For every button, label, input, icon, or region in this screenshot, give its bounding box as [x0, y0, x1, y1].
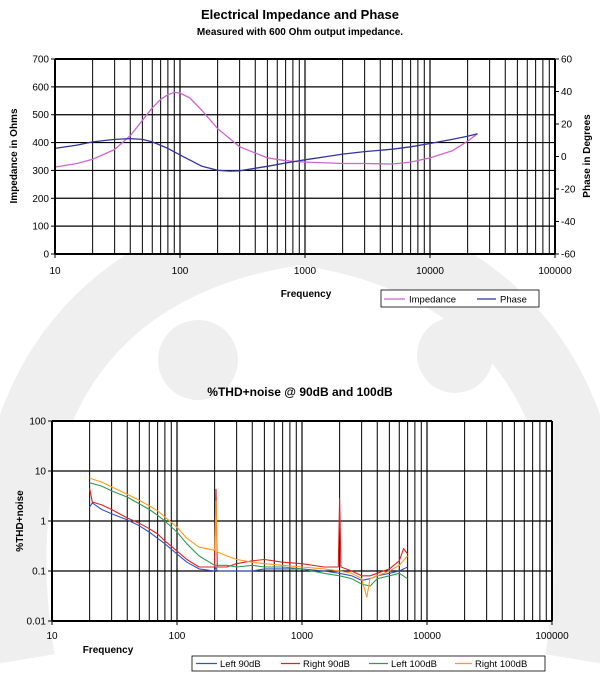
chart1-xlabel: Frequency	[281, 289, 332, 300]
y2-tick-label: 20	[561, 120, 573, 131]
y2-tick-label: 60	[561, 55, 573, 66]
y2-tick-label: -20	[561, 185, 576, 196]
chart1-series	[54, 91, 478, 172]
y2-tick-label: -40	[561, 217, 576, 228]
chart2-title: %THD+noise @ 90dB and 100dB	[207, 385, 393, 399]
thd-noise-chart: %THD+noise @ 90dB and 100dB 10 100 1000 100…	[15, 385, 570, 672]
chart2-series	[89, 477, 409, 598]
legend-impedance-label: Impedance	[409, 295, 456, 306]
impedance-phase-chart: Electrical Impedance and Phase Measured …	[9, 7, 593, 308]
x-tick-label: 1000	[294, 266, 317, 277]
y-tick-label: 10	[35, 467, 47, 478]
y2-tick-label: 40	[561, 87, 573, 98]
chart1-title: Electrical Impedance and Phase	[201, 7, 399, 22]
x-tick-label: 100	[169, 631, 186, 642]
y-tick-label: 700	[32, 55, 49, 66]
legend-right100-label: Right 100dB	[475, 659, 527, 670]
y-tick-label: 600	[32, 82, 49, 93]
y-tick-label: 200	[32, 194, 49, 205]
x-tick-label: 100	[172, 266, 189, 277]
x-tick-label: 100000	[538, 266, 572, 277]
y-tick-label: 400	[32, 138, 49, 149]
y-tick-label: 0.01	[27, 617, 47, 628]
y-tick-label: 1	[40, 517, 46, 528]
chart2-legend: Left 90dB Right 90dB Left 100dB Right 10…	[191, 655, 546, 672]
chart2-xlabel: Frequency	[83, 645, 134, 656]
y-tick-label: 500	[32, 110, 49, 121]
y-tick-label: 300	[32, 166, 49, 177]
series-line-impedance	[54, 91, 478, 168]
legend-left100-label: Left 100dB	[391, 659, 437, 670]
y-tick-label: 0.1	[32, 567, 46, 578]
legend-left90-label: Left 90dB	[220, 659, 261, 670]
chart2-ylabel: %THD+noise	[15, 490, 26, 552]
x-tick-label: 10	[46, 631, 58, 642]
x-tick-label: 1000	[291, 631, 314, 642]
series-line-right-100db	[89, 477, 409, 598]
y-tick-label: 100	[29, 417, 46, 428]
x-tick-label: 10000	[416, 266, 444, 277]
chart1-subtitle: Measured with 600 Ohm output impedance.	[197, 27, 403, 38]
legend-phase-label: Phase	[500, 295, 527, 306]
series-line-left-90db	[89, 502, 408, 581]
chart2-axes: 10 100 1000 10000 100000 0.01 0.1 1 10 100	[27, 417, 570, 643]
series-line-phase	[54, 133, 478, 172]
x-tick-label: 10	[49, 266, 61, 277]
chart2-grid	[52, 421, 552, 621]
chart1-axes: 10 100 1000 10000 10000001002003004005006007…	[32, 55, 576, 278]
x-tick-label: 10000	[413, 631, 441, 642]
chart1-ylabel: Impedance in Ohms	[9, 108, 20, 203]
series-line-right-90db	[89, 488, 409, 577]
chart1-y2label: Phase in Degrees	[582, 114, 593, 198]
y2-tick-label: 0	[561, 152, 567, 163]
y-tick-label: 100	[32, 222, 49, 233]
chart1-legend: Impedance Phase	[380, 289, 540, 308]
y-tick-label: 0	[43, 250, 49, 261]
series-line-left-100db	[89, 482, 408, 587]
legend-right90-label: Right 90dB	[303, 659, 350, 670]
chart1-grid	[55, 59, 555, 254]
y2-tick-label: -60	[561, 250, 576, 261]
x-tick-label: 100000	[535, 631, 569, 642]
